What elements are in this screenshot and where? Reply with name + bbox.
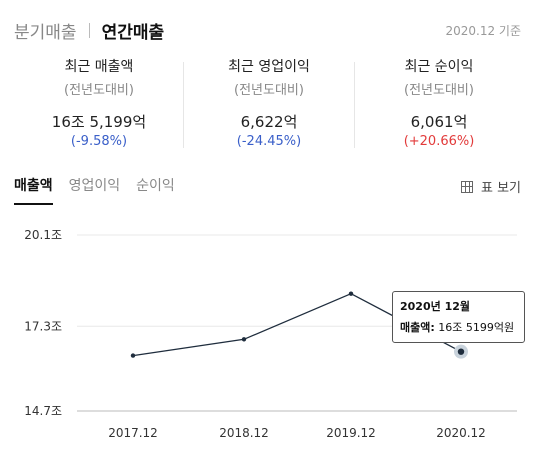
- tooltip-row: 매출액: 16조 5199억원: [400, 319, 524, 335]
- tab-revenue[interactable]: 매출액: [14, 175, 53, 205]
- data-point: [130, 353, 136, 358]
- metric-change: (-24.45%): [236, 134, 302, 149]
- metric-title: 최근 매출액: [64, 59, 134, 75]
- metric-value: 16조 5,199억: [51, 113, 147, 131]
- tab-net-income[interactable]: 순이익: [136, 178, 175, 194]
- table-view-button[interactable]: 표 보기: [460, 177, 521, 196]
- x-tick-label: 2020.12: [436, 426, 486, 440]
- y-tick-label: 20.1조: [24, 228, 62, 242]
- metric-change: (-9.58%): [70, 134, 128, 149]
- x-tick-label: 2017.12: [108, 426, 158, 440]
- tooltip-key: 매출액:: [400, 321, 435, 334]
- metric-divider: [183, 62, 184, 148]
- metric-value: 6,622억: [240, 113, 298, 131]
- period-tabs: 분기매출 연간매출: [14, 18, 164, 43]
- tab-quarterly-sales[interactable]: 분기매출: [14, 23, 77, 43]
- tab-operating-profit[interactable]: 영업이익: [68, 178, 121, 194]
- x-tick-label: 2019.12: [326, 426, 376, 440]
- tab-annual-sales[interactable]: 연간매출: [101, 23, 165, 43]
- metrics-summary: 최근 매출액 (전년도대비) 16조 5,199억 (-9.58%) 최근 영업…: [0, 56, 537, 149]
- y-tick-label: 17.3조: [24, 319, 62, 333]
- metric-divider: [354, 62, 355, 148]
- table-icon: [460, 180, 473, 193]
- x-tick-label: 2018.12: [219, 426, 269, 440]
- metric-title: 최근 영업이익: [228, 59, 310, 75]
- chart-tooltip: 2020년 12월 매출액: 16조 5199억원: [392, 291, 525, 343]
- metric-subtitle: (전년도대비): [64, 83, 134, 98]
- as-of-date: 2020.12 기준: [445, 24, 521, 38]
- metric-value: 6,061억: [410, 113, 468, 131]
- metric-title: 최근 순이익: [404, 59, 474, 75]
- metric-net-income: 최근 순이익 (전년도대비) 6,061억 (+20.66%): [350, 56, 528, 149]
- tab-divider: [88, 23, 90, 38]
- y-tick-label: 14.7조: [24, 404, 62, 418]
- table-view-label: 표 보기: [480, 181, 521, 196]
- tooltip-value: 16조 5199억원: [438, 321, 515, 334]
- metric-change: (+20.66%): [403, 134, 475, 149]
- data-point-highlighted: [457, 348, 465, 355]
- metric-subtitle: (전년도대비): [234, 83, 304, 98]
- data-point: [348, 291, 354, 296]
- metric-operating-profit: 최근 영업이익 (전년도대비) 6,622억 (-24.45%): [180, 56, 358, 149]
- metric-subtitle: (전년도대비): [404, 83, 474, 98]
- tooltip-title: 2020년 12월: [400, 300, 470, 313]
- metric-revenue: 최근 매출액 (전년도대비) 16조 5,199억 (-9.58%): [10, 56, 188, 149]
- data-point: [241, 337, 247, 342]
- chart-tabs: 매출액 영업이익 순이익: [14, 175, 191, 205]
